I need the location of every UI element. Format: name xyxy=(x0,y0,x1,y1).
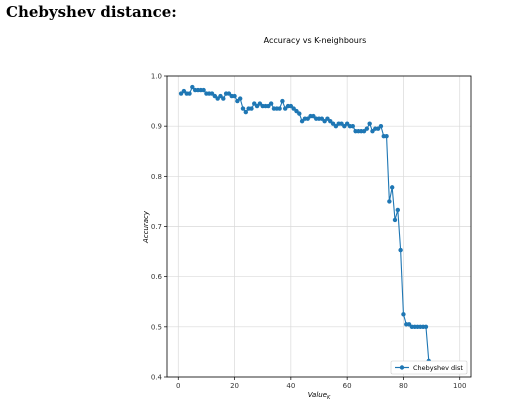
tick-labels: 0 20 40 60 80 100 0.4 0.5 0.6 0.7 0.8 0.9 1.0 xyxy=(151,73,467,391)
data-point-0-36 xyxy=(280,98,285,104)
legend-marker-swatch xyxy=(399,365,405,370)
legend-box xyxy=(390,360,468,375)
grid-lines xyxy=(167,75,471,378)
data-point-0-53 xyxy=(328,118,333,124)
data-point-0-26 xyxy=(252,101,257,106)
data-point-0-37 xyxy=(283,106,288,111)
y-tick-label-1: 0.5 xyxy=(151,323,162,331)
data-point-0-66 xyxy=(364,126,370,131)
data-point-0-1 xyxy=(181,88,187,94)
data-point-0-19 xyxy=(232,93,237,99)
data-point-0-45 xyxy=(305,116,310,121)
data-point-0-14 xyxy=(218,93,223,99)
data-point-0-79 xyxy=(401,312,406,317)
y-tick-label-3: 0.7 xyxy=(151,223,162,231)
data-point-0-41 xyxy=(294,108,299,114)
legend-entry-label: Chebyshev dist xyxy=(413,364,463,372)
data-point-0-55 xyxy=(333,123,339,129)
data-point-0-57 xyxy=(339,121,344,126)
data-point-0-28 xyxy=(257,101,263,106)
x-tick-label-4: 80 xyxy=(399,382,408,390)
data-point-0-0 xyxy=(178,91,184,96)
series-line-0 xyxy=(180,86,430,361)
x-tick-label-1: 20 xyxy=(230,382,239,390)
y-tick-label-6: 1.0 xyxy=(151,73,162,81)
x-tick-label-2: 40 xyxy=(286,382,295,390)
data-point-0-81 xyxy=(406,322,412,327)
x-tick-label-3: 60 xyxy=(343,382,352,390)
y-tick-label-5: 0.9 xyxy=(151,123,162,131)
data-point-0-58 xyxy=(342,123,347,129)
x-axis-label-subscript: K xyxy=(327,395,331,401)
y-axis-label: Accuracy xyxy=(142,210,150,244)
data-point-0-20 xyxy=(235,98,240,104)
data-point-0-54 xyxy=(330,121,336,126)
data-point-0-47 xyxy=(311,113,316,119)
data-point-0-51 xyxy=(322,118,327,124)
data-point-0-43 xyxy=(299,118,305,124)
data-point-0-15 xyxy=(221,96,226,101)
data-point-0-42 xyxy=(297,111,302,116)
data-point-0-67 xyxy=(367,121,372,126)
x-tick-label-0: 0 xyxy=(176,382,180,390)
legend: Chebyshev dist xyxy=(390,360,468,375)
data-point-0-59 xyxy=(344,121,350,126)
data-point-0-74 xyxy=(387,199,392,204)
data-point-0-65 xyxy=(361,128,367,134)
data-point-0-4 xyxy=(190,84,195,90)
y-tick-label-2: 0.6 xyxy=(151,273,163,281)
data-point-0-71 xyxy=(378,123,384,129)
data-point-0-50 xyxy=(319,116,325,121)
data-point-0-75 xyxy=(389,185,395,190)
page-heading: Chebyshev distance: xyxy=(6,3,177,21)
data-point-0-11 xyxy=(209,91,215,96)
data-point-0-40 xyxy=(291,106,296,111)
data-point-0-87 xyxy=(423,324,429,330)
data-point-0-31 xyxy=(266,103,271,109)
data-point-0-8 xyxy=(201,87,206,93)
data-point-0-78 xyxy=(398,247,403,253)
data-point-0-39 xyxy=(288,103,294,109)
data-point-0-68 xyxy=(370,128,375,134)
data-point-0-23 xyxy=(243,109,249,115)
data-point-0-52 xyxy=(325,116,330,121)
data-point-0-17 xyxy=(226,91,232,96)
x-axis-label-text: Value xyxy=(308,391,327,399)
data-point-0-61 xyxy=(350,123,355,129)
x-axis-label: ValueK xyxy=(308,391,331,401)
data-point-0-77 xyxy=(395,207,401,213)
data-point-0-76 xyxy=(392,217,398,223)
data-point-0-25 xyxy=(249,106,254,111)
y-tick-label-4: 0.8 xyxy=(151,173,162,181)
x-tick-label-5: 100 xyxy=(453,382,466,390)
data-point-0-32 xyxy=(268,101,274,106)
data-point-0-13 xyxy=(215,96,220,101)
data-point-0-3 xyxy=(187,91,192,96)
data-point-0-70 xyxy=(375,126,381,131)
data-point-0-27 xyxy=(254,103,260,109)
series-chebyshev xyxy=(178,84,431,364)
chart-title: Accuracy vs K-neighbours xyxy=(264,36,367,45)
data-point-0-73 xyxy=(384,134,389,139)
data-point-0-22 xyxy=(240,106,246,111)
data-point-0-12 xyxy=(212,93,218,99)
data-point-0-35 xyxy=(277,106,282,111)
y-tick-label-0: 0.4 xyxy=(151,374,163,382)
data-point-0-21 xyxy=(237,96,243,101)
